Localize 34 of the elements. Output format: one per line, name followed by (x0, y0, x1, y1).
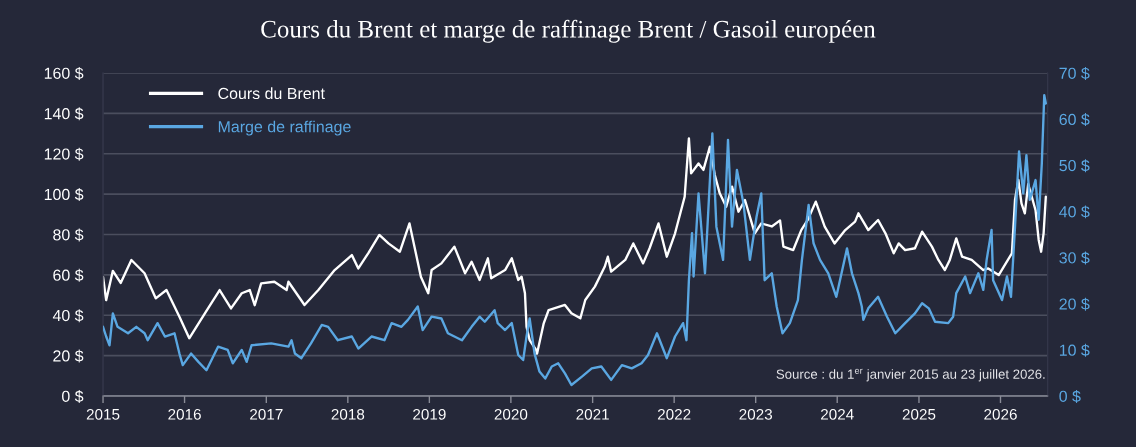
y2-tick-label: 40 $ (1059, 205, 1090, 219)
y2-tick-label: 0 $ (1059, 390, 1081, 403)
y-tick-label: 140 $ (44, 107, 84, 121)
y2-tick-label: 50 $ (1059, 159, 1090, 173)
y-tick-label: 0 $ (62, 390, 84, 403)
y-tick-label: 20 $ (53, 349, 84, 363)
x-tick-label: 2016 (168, 408, 201, 420)
y-tick-label: 100 $ (44, 188, 84, 202)
y-tick-label: 60 $ (53, 268, 84, 282)
x-tick-label: 2026 (984, 408, 1017, 420)
x-tick-label: 2025 (902, 408, 936, 420)
y2-tick-label: 20 $ (1059, 297, 1090, 311)
x-tick-label: 2020 (494, 408, 528, 420)
x-tick-label: 2021 (576, 408, 609, 420)
x-tick-label: 2024 (820, 408, 854, 420)
y-tick-label: 120 $ (44, 147, 84, 161)
x-tick-label: 2015 (86, 408, 120, 420)
y-tick-label: 160 $ (44, 66, 84, 80)
y-tick-label: 80 $ (53, 228, 84, 242)
x-tick-label: 2018 (331, 408, 365, 420)
y2-tick-label: 10 $ (1059, 343, 1090, 357)
y2-tick-label: 60 $ (1059, 113, 1090, 127)
y-tick-label: 40 $ (52, 309, 84, 323)
x-tick-label: 2022 (657, 408, 691, 420)
y2-tick-label: 30 $ (1059, 251, 1090, 265)
chart-title: Cours du Brent et marge de raffinage Brent / Gasoil européen (261, 19, 876, 43)
x-tick-label: 2017 (250, 408, 283, 420)
legend-label: Cours du Brent (218, 87, 325, 100)
line-series (103, 137, 1048, 355)
annotation: Source : du 1$^{er}$ janvier 2015 au 23 juillet 2026. (776, 368, 1045, 382)
y2-tick-label: 70 $ (1059, 66, 1090, 80)
legend-label: Marge de raffinage (218, 120, 351, 136)
x-tick-label: 2023 (739, 408, 773, 420)
x-tick-label: 2019 (413, 408, 446, 420)
